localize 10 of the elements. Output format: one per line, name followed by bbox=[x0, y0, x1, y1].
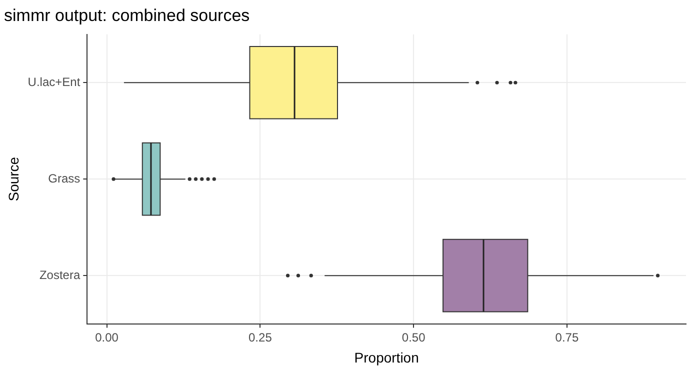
x-tick-label: 0.00 bbox=[95, 330, 119, 344]
x-tick-label: 0.50 bbox=[402, 330, 426, 344]
x-tick-label: 0.75 bbox=[555, 330, 579, 344]
y-tick-label: Zostera bbox=[39, 268, 80, 282]
x-tick-label: 0.25 bbox=[248, 330, 272, 344]
chart-title: simmr output: combined sources bbox=[4, 6, 250, 25]
y-tick-label: U.lac+Ent bbox=[28, 74, 81, 89]
y-tick-label: Grass bbox=[48, 171, 80, 186]
y-axis-title: Source bbox=[5, 156, 22, 202]
x-axis-title: Proportion bbox=[354, 349, 419, 366]
